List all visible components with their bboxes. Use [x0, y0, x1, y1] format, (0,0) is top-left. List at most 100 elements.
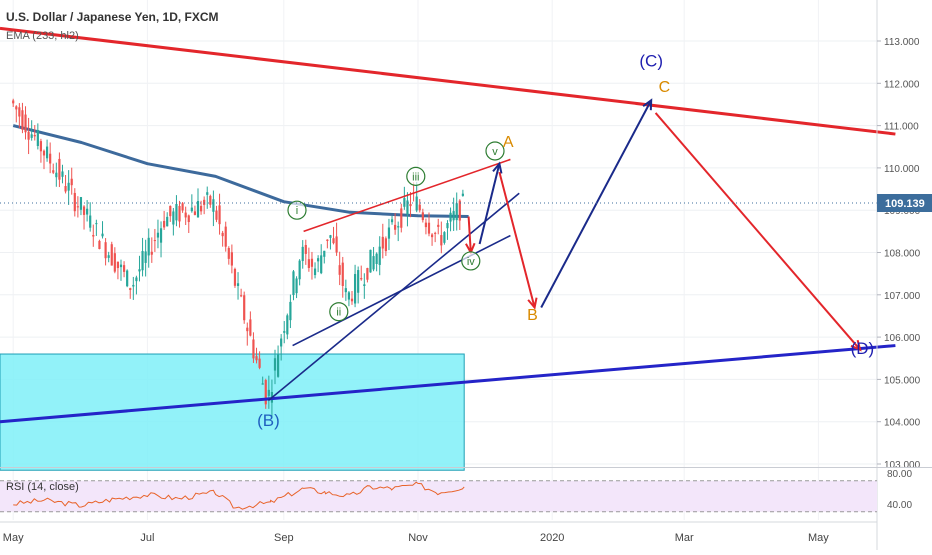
candle-body — [307, 259, 310, 268]
candle-body — [289, 301, 292, 321]
candle-body — [323, 250, 326, 257]
candle-body — [455, 203, 458, 221]
candle-body — [353, 274, 357, 304]
candle-body — [375, 253, 378, 265]
candle-body — [67, 182, 70, 191]
wave-label-iv: iv — [461, 251, 481, 271]
rsi-axis-ticks: 40.00 80.00 — [887, 469, 912, 511]
candle-body — [101, 233, 104, 237]
price-tick-label: 106.000 — [884, 333, 921, 344]
candle-body — [427, 222, 431, 234]
time-tick-label: Jul — [140, 532, 154, 544]
ema-233-line — [12, 124, 469, 218]
candle-body — [273, 358, 277, 371]
symbol-title[interactable]: U.S. Dollar / Japanese Yen, 1D, FXCM — [6, 10, 219, 24]
candle-body — [360, 278, 363, 280]
candle-body — [366, 268, 369, 280]
wave-label-ii: ii — [329, 302, 349, 322]
ema-line — [12, 124, 469, 218]
candle-body — [190, 207, 193, 212]
candle-body — [437, 224, 440, 227]
zone-box — [0, 353, 465, 471]
candle-body — [206, 192, 209, 195]
candle-body — [184, 212, 187, 218]
rsi-band — [0, 480, 877, 513]
rsi-tick-label: 40.00 — [887, 500, 912, 511]
candle-body — [329, 235, 332, 238]
candle-body — [107, 255, 110, 258]
candle-body — [64, 186, 67, 192]
candle-body — [261, 383, 264, 385]
candle-body — [295, 278, 298, 294]
candle-body — [424, 222, 428, 228]
candle-body — [42, 150, 46, 156]
candle-body — [119, 264, 123, 268]
candle-body — [181, 203, 184, 211]
candle-body — [276, 354, 280, 377]
price-tick-label: 108.000 — [884, 249, 921, 260]
projection-arrows — [465, 98, 862, 352]
candle-body — [144, 251, 147, 263]
arrow-B-to-C — [540, 98, 653, 308]
arrow-to-v — [478, 161, 503, 245]
candle-body — [452, 211, 455, 221]
candle-body — [30, 134, 33, 138]
candle-body — [347, 292, 351, 300]
price-axis[interactable]: 103.000 104.000 105.000 106.000 107.000 108.0… — [876, 0, 932, 550]
candle-body — [381, 236, 384, 249]
candle-body — [135, 277, 138, 282]
candle-body — [129, 288, 132, 290]
candle-body — [372, 256, 375, 270]
candle-body — [264, 380, 267, 405]
candle-body — [218, 205, 221, 225]
ema-indicator-label[interactable]: EMA (233, hl2) — [6, 30, 79, 42]
price-tick-label: 103.000 — [884, 460, 921, 471]
rsi-legend-label[interactable]: RSI (14, close) — [6, 481, 79, 493]
candle-body — [92, 235, 95, 237]
candle-body — [378, 246, 381, 265]
last-price-text: 109.139 — [885, 198, 925, 210]
candle-body — [313, 268, 317, 276]
candle-body — [33, 134, 36, 137]
candle-body — [363, 284, 366, 286]
candle-body — [255, 356, 258, 361]
rsi-series-line — [13, 481, 465, 510]
candle-body — [357, 270, 360, 293]
candle-body — [39, 141, 43, 152]
candle-body — [292, 271, 295, 296]
candle-body — [449, 212, 452, 222]
candle-body — [440, 235, 443, 246]
candle-body — [150, 251, 153, 255]
wave-label-iii: iii — [406, 166, 426, 186]
wave-label-C: C — [659, 79, 671, 96]
candle-body — [116, 261, 120, 269]
candle-body — [113, 253, 116, 272]
rsi-line — [13, 481, 465, 510]
candle-body — [122, 265, 126, 272]
candle-body — [338, 265, 341, 275]
candle-body — [73, 192, 76, 212]
candle-body — [310, 258, 314, 267]
time-axis-ticks: May Jul Sep Nov 2020 Mar May — [3, 532, 829, 544]
candle-body — [175, 204, 178, 221]
candle-body — [55, 172, 58, 178]
time-tick-label: May — [808, 532, 829, 544]
candle-body — [304, 245, 307, 254]
candle-body — [443, 232, 446, 243]
candle-body — [332, 238, 335, 244]
time-tick-label: Nov — [408, 532, 428, 544]
candle-body — [246, 327, 249, 332]
candle-body — [98, 240, 101, 250]
candle-body — [267, 389, 270, 396]
candle-body — [61, 171, 64, 177]
candle-body — [286, 315, 289, 335]
wave-label-B: B — [527, 307, 538, 324]
candle-body — [163, 220, 166, 228]
wave-label-D: (D) — [851, 339, 875, 358]
candle-body — [86, 208, 89, 215]
time-axis[interactable]: May Jul Sep Nov 2020 Mar May — [0, 521, 877, 544]
candle-body — [394, 224, 397, 230]
arrow-A-to-B — [498, 171, 538, 310]
candle-body — [317, 258, 320, 262]
